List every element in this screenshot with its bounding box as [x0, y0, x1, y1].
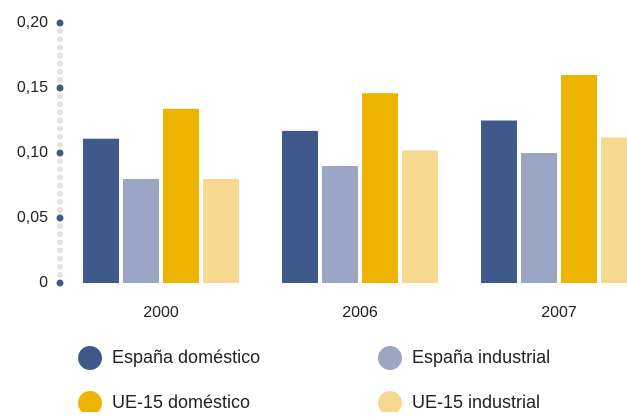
y-tick-mark — [56, 279, 64, 287]
legend-marker — [378, 391, 402, 415]
axis-dot — [57, 60, 63, 67]
axis-dot — [57, 28, 63, 35]
x-tick-label: 2000 — [143, 304, 179, 321]
axis-dot — [57, 166, 63, 173]
axis-dot — [57, 182, 63, 189]
axis-dot — [57, 239, 63, 246]
y-tick-label: 0,15 — [17, 79, 48, 96]
bar — [561, 75, 597, 283]
y-tick-mark — [56, 84, 64, 92]
bar — [362, 93, 398, 283]
bar — [123, 179, 159, 283]
axis-dot — [57, 133, 63, 140]
axis-dot — [57, 206, 63, 213]
bar — [163, 108, 199, 283]
axis-dot — [57, 68, 63, 75]
y-tick-mark — [56, 19, 64, 27]
y-tick-label: 0 — [39, 274, 48, 291]
bar — [282, 130, 318, 283]
legend-marker — [378, 346, 402, 370]
axis-dot — [57, 223, 63, 230]
bar — [203, 179, 239, 283]
axis-dot — [57, 125, 63, 132]
legend-label: España industrial — [412, 347, 550, 367]
axis-dot — [57, 263, 63, 270]
bar — [601, 137, 627, 283]
axis-dot — [57, 190, 63, 197]
bar — [83, 138, 119, 283]
legend-marker — [78, 346, 102, 370]
y-tick-label: 0,05 — [17, 209, 48, 226]
bar — [322, 166, 358, 283]
axis-dot — [57, 36, 63, 43]
y-tick-label: 0,20 — [17, 14, 48, 31]
axis-dot — [57, 174, 63, 181]
axis-dot — [57, 117, 63, 124]
axis-dot — [57, 76, 63, 83]
bar — [481, 120, 517, 283]
axis-dot — [57, 93, 63, 100]
axis-dot — [57, 52, 63, 59]
axis-dot — [57, 109, 63, 116]
axis-dot — [57, 231, 63, 238]
axis-dot — [57, 44, 63, 51]
axis-dot — [57, 158, 63, 165]
y-tick-label: 0,10 — [17, 144, 48, 161]
y-tick-mark — [56, 149, 64, 157]
legend-label: UE-15 doméstico — [112, 392, 250, 412]
legend-label: España doméstico — [112, 347, 260, 367]
x-tick-label: 2006 — [342, 304, 378, 321]
bar — [402, 150, 438, 283]
axis-dot — [57, 271, 63, 278]
x-tick-label: 2007 — [541, 304, 577, 321]
legend-label: UE-15 industrial — [412, 392, 540, 412]
axis-dot — [57, 198, 63, 205]
axis-dot — [57, 141, 63, 148]
bar — [521, 153, 557, 283]
axis-dot — [57, 101, 63, 108]
axis-dot — [57, 247, 63, 254]
axis-dot — [57, 255, 63, 262]
legend-marker — [78, 391, 102, 415]
y-tick-mark — [56, 214, 64, 222]
